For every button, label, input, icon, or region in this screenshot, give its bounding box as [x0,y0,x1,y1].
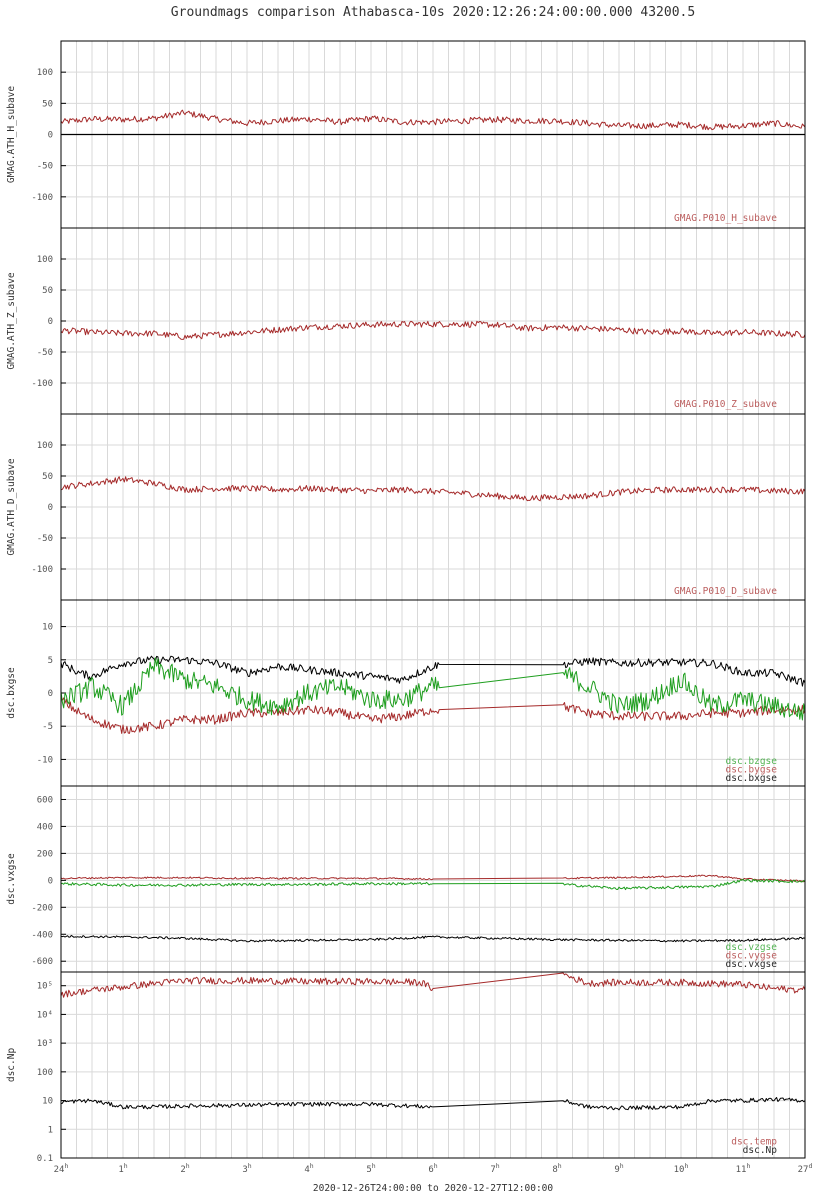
y-tick-label: -100 [31,379,53,389]
series-line-dsc-bzgse [60,657,806,721]
series-line-dsc-vygse [60,874,806,883]
series-line-gmag-p010-d-subave [60,476,806,502]
x-tick-label: 5h [366,1162,375,1175]
series-line-dsc-bygse [60,697,806,734]
y-tick-label: 600 [37,795,53,805]
y-tick-label: -50 [37,162,53,172]
y-axis-label: dsc.Np [6,1048,17,1083]
time-range-footer: 2020-12-26T24:00:00 to 2020-12-27T12:00:… [313,1183,553,1194]
y-tick-label: -50 [37,534,53,544]
y-tick-label: 100 [37,1068,53,1078]
x-tick-label: 4h [304,1162,313,1175]
y-tick-label: -50 [37,348,53,358]
panel-2: 100 50 0 -50 -100 GMAG.ATH_Z_subave GMAG.P010_… [6,227,806,415]
panel-5: 600 400 200 0 -200 -400 -600 dsc.vxgse dsc.vzgse… [6,785,806,973]
legend-entry: GMAG.P010_Z_subave [674,399,777,410]
x-tick-label: 7h [490,1162,499,1175]
x-tick-label: 11h [736,1162,751,1175]
y-tick-label: -10 [37,755,53,765]
legend-entry: dsc.vzgse [726,942,778,953]
x-tick-label: 1h [118,1162,127,1175]
y-tick-label: 50 [42,286,53,296]
y-tick-label: -400 [31,930,53,940]
y-tick-label: 0.1 [37,1154,53,1164]
y-tick-label: 0 [48,317,53,327]
legend-entry: dsc.temp [731,1137,777,1148]
series-line-dsc-vzgse [60,878,806,891]
y-tick-label: 50 [42,472,53,482]
y-tick-label: 10³ [37,1039,53,1049]
y-tick-label: 0 [48,503,53,513]
y-tick-label: 100 [37,68,53,78]
legend-entry: dsc.bzgse [726,756,778,767]
x-tick-label: 24h [54,1162,69,1175]
panel-3: 100 50 0 -50 -100 GMAG.ATH_D_subave GMAG.P010_… [6,413,806,601]
y-tick-label: 10 [42,1097,53,1107]
series-line-dsc-vxgse [60,934,806,943]
legend-entry: dsc.Np [743,1145,778,1156]
y-tick-label: 5 [48,656,53,666]
x-tick-label: 6h [428,1162,437,1175]
series-line-gmag-p010-z-subave [60,320,806,340]
y-tick-label: 100 [37,255,53,265]
panel-1: 100 50 0 -50 -100 GMAG.ATH_H_subave GMAG.P010_… [6,40,806,229]
x-tick-label: 2h [180,1162,189,1175]
y-axis-label: dsc.bxgse [6,667,17,719]
y-axis-label: GMAG.ATH_Z_subave [6,272,17,370]
panel-frame [60,971,806,1159]
legend-entry: GMAG.P010_D_subave [674,586,777,597]
panels: 100500-50-100GMAG.ATH_H_subaveGMAG.P010_… [6,40,806,1164]
series-line-dsc-temp [60,972,806,998]
legend-entry: dsc.vygse [726,951,778,962]
y-tick-label: 400 [37,822,53,832]
legend-entry: dsc.bygse [726,765,778,776]
y-tick-label: 200 [37,849,53,859]
y-tick-label: 10 [42,623,53,633]
y-axis-label: dsc.vxgse [6,853,17,905]
y-tick-label: 1 [48,1125,53,1135]
y-tick-label: -5 [42,722,53,732]
legend-entry: dsc.bxgse [726,773,778,784]
x-axis: 24h 1h 2h 3h 4h 5h 6h 7h 8h 9h 10h 11h 27d [54,1162,813,1175]
series-line-dsc-np [60,1097,806,1111]
y-tick-label: -100 [31,565,53,575]
x-tick-label: 9h [614,1162,623,1175]
y-tick-label: 0 [48,876,53,886]
x-tick-label: 3h [242,1162,251,1175]
y-tick-label: 50 [42,99,53,109]
y-tick-label: 100 [37,441,53,451]
legend-entry: GMAG.P010_H_subave [674,213,777,224]
y-tick-label: 10⁴ [37,1010,53,1020]
series-line-dsc-bxgse [60,655,806,687]
panel-4: 1050-5-10dsc.bxgsedsc.bzgsedsc.bygsedsc.… [6,599,806,787]
chart-title: Groundmags comparison Athabasca-10s 2020… [171,5,695,20]
y-axis-label: GMAG.ATH_H_subave [6,86,17,184]
legend-entry: dsc.vxgse [726,959,778,970]
y-tick-label: -200 [31,903,53,913]
y-tick-label: 0 [48,131,53,141]
x-tick-label: 10h [674,1162,689,1175]
x-tick-label: 27d [798,1162,813,1175]
y-tick-label: -100 [31,193,53,203]
y-tick-label: -600 [31,957,53,967]
x-tick-label: 8h [552,1162,561,1175]
y-tick-label: 10⁵ [37,982,53,992]
y-tick-label: 0 [48,689,53,699]
series-line-gmag-p010-h-subave [60,109,806,131]
y-axis-label: GMAG.ATH_D_subave [6,458,17,556]
